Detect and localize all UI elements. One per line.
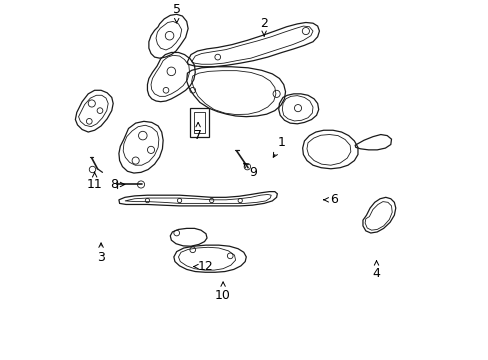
Text: 10: 10: [215, 282, 230, 302]
Text: 9: 9: [243, 163, 257, 179]
Text: 12: 12: [193, 260, 213, 273]
Text: 1: 1: [273, 136, 285, 157]
Text: 11: 11: [86, 172, 102, 191]
Text: 3: 3: [97, 243, 105, 265]
Text: 7: 7: [194, 122, 202, 142]
Text: 6: 6: [323, 193, 337, 206]
Text: 5: 5: [172, 3, 181, 23]
Text: 2: 2: [260, 17, 267, 36]
Text: 8: 8: [110, 178, 124, 191]
Text: 4: 4: [372, 261, 380, 280]
